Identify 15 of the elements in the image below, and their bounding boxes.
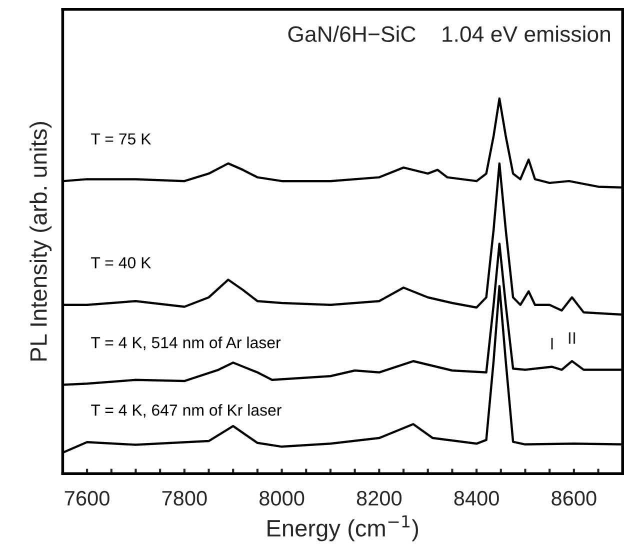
x-tick-label: 8400 xyxy=(454,490,499,506)
chart-title: GaN/6H−SiC 1.04 eV emission xyxy=(288,26,610,42)
series-label: T = 4 K, 514 nm of Ar laser xyxy=(91,336,281,350)
text: T = 40 K xyxy=(91,257,152,268)
x-tick-label: 7600 xyxy=(64,490,110,506)
x-tick-label: 8000 xyxy=(260,490,304,506)
x-tick-label: 8200 xyxy=(356,490,402,506)
text: T = 75 K xyxy=(91,133,152,145)
annotation: I xyxy=(551,338,553,350)
annotation: II xyxy=(568,332,576,344)
x-axis-title: Energy (cm$^{−1}$) xyxy=(268,515,418,542)
series-label: T = 4 K, 647 nm of Kr laser xyxy=(91,404,282,418)
x-tick-label: 8600 xyxy=(552,490,596,506)
x-tick-label: 7800 xyxy=(162,490,207,506)
y-axis-title: PL Intensity (arb. units) xyxy=(30,122,52,361)
